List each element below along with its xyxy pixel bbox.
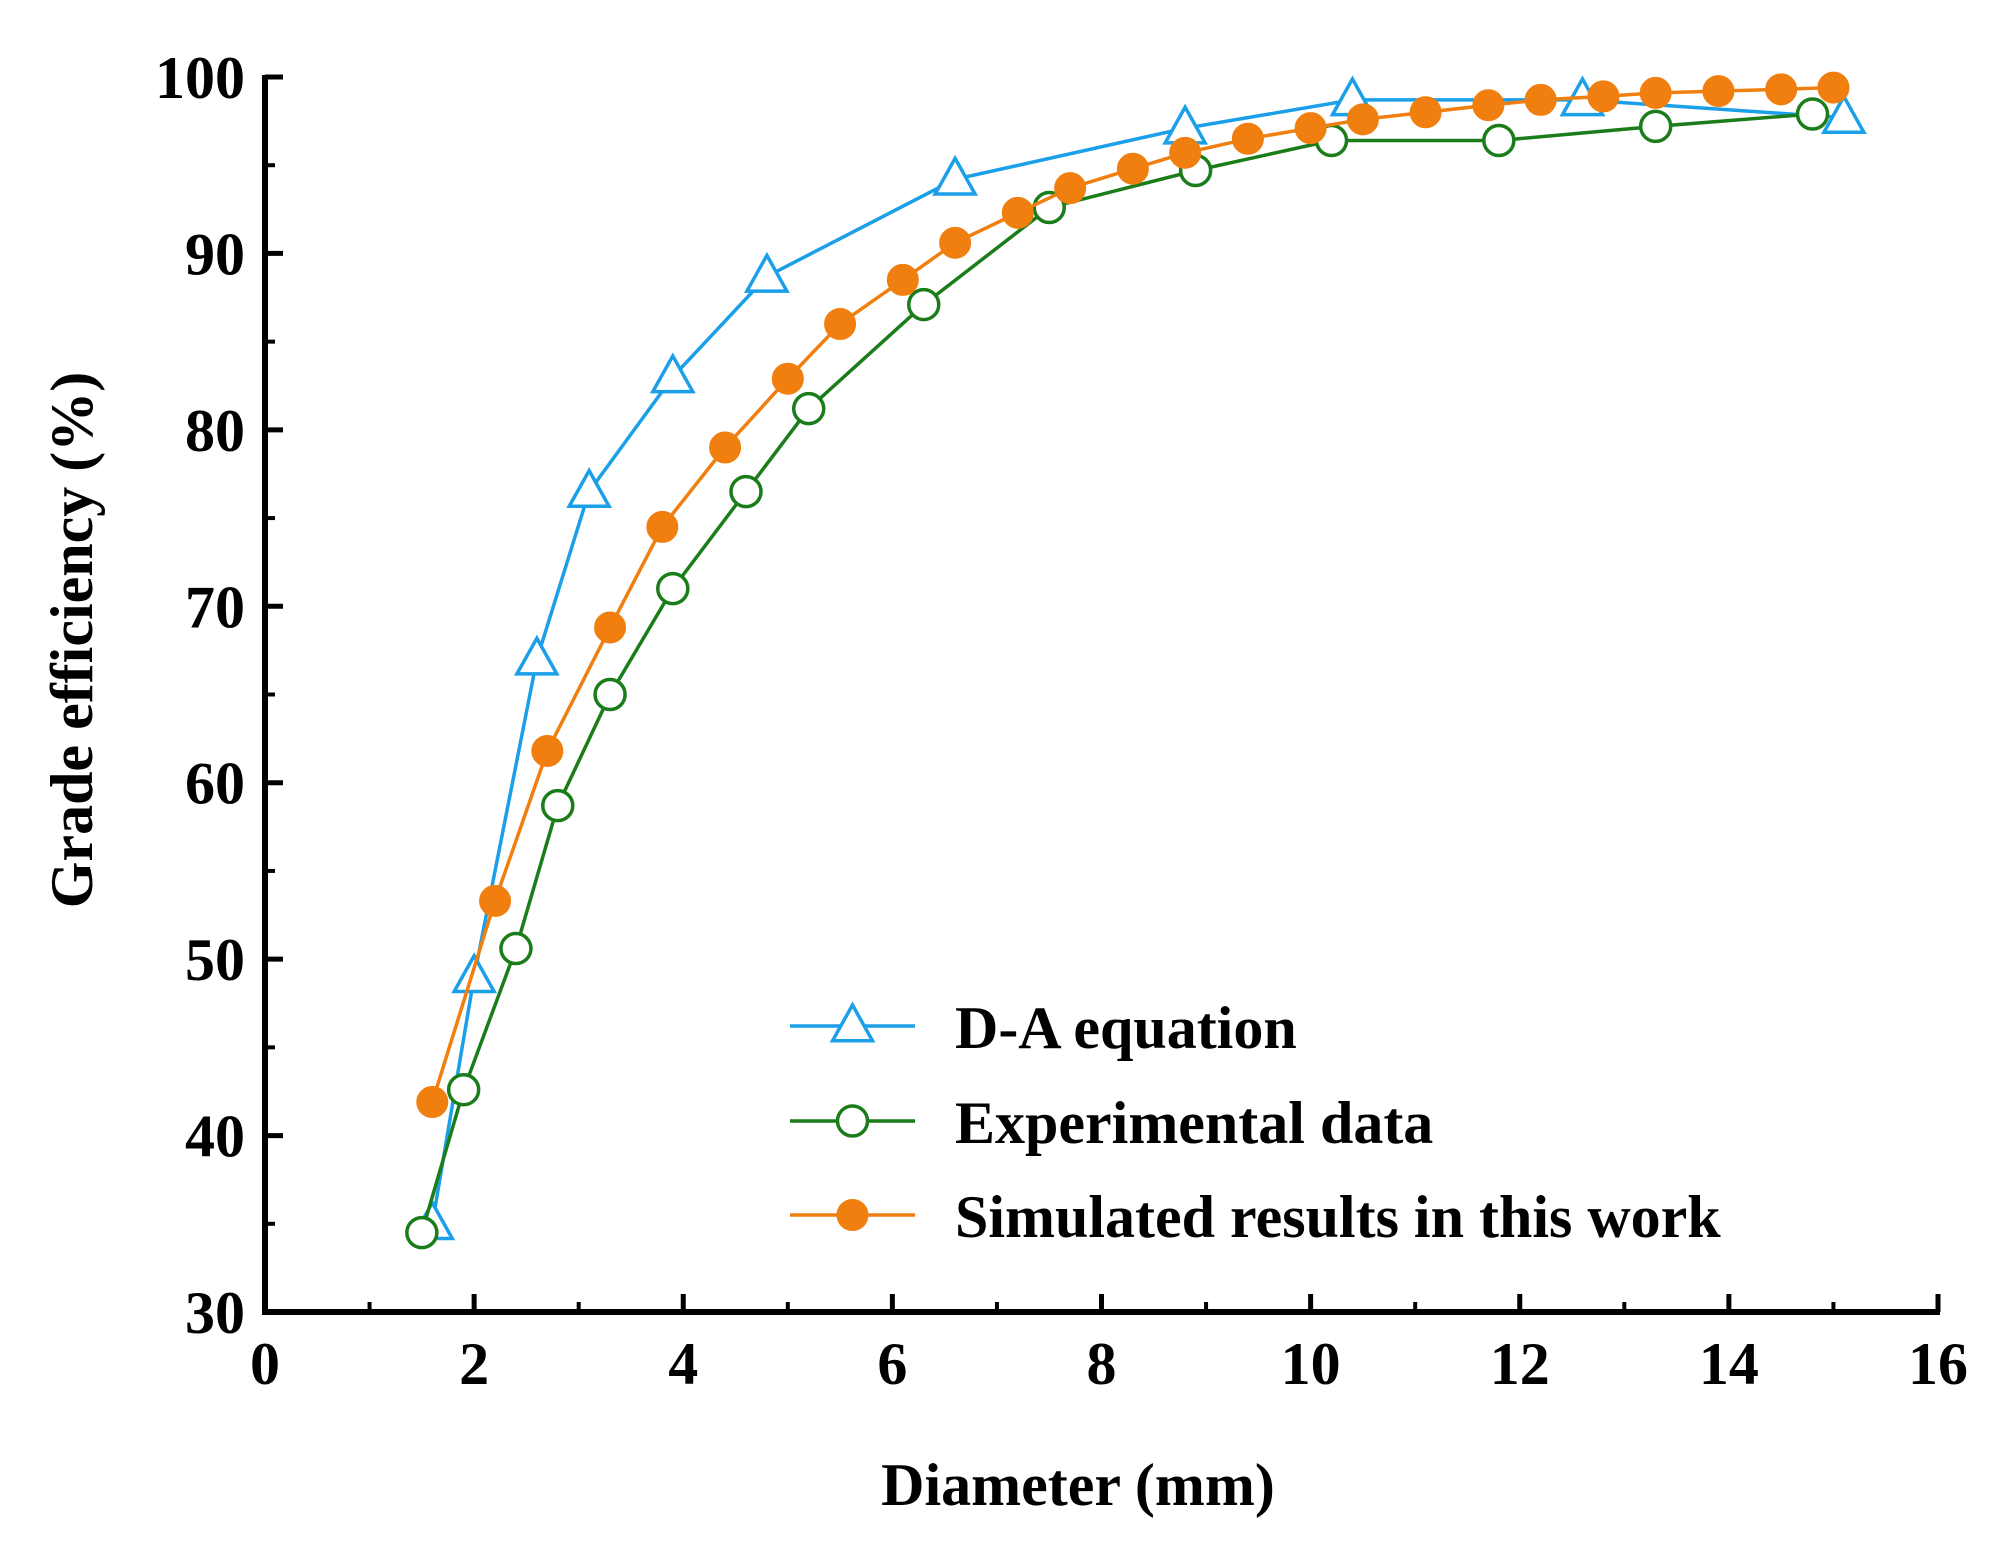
legend-marker bbox=[836, 1199, 869, 1231]
data-point bbox=[1817, 71, 1850, 104]
legend-item: D-A equation bbox=[790, 995, 1297, 1061]
data-point bbox=[1346, 103, 1379, 136]
data-point bbox=[1702, 75, 1735, 108]
data-point bbox=[771, 362, 804, 395]
data-point bbox=[1638, 109, 1673, 144]
y-tick-label: 90 bbox=[185, 221, 245, 287]
data-point bbox=[593, 677, 627, 712]
data-point bbox=[541, 788, 575, 823]
data-point bbox=[791, 391, 826, 426]
x-tick-label: 14 bbox=[1699, 1331, 1759, 1397]
x-tick-label: 2 bbox=[459, 1331, 489, 1397]
data-point bbox=[479, 884, 512, 917]
data-point bbox=[709, 431, 742, 464]
data-point bbox=[649, 352, 696, 394]
y-tick-label: 60 bbox=[185, 751, 245, 817]
x-tick-label: 8 bbox=[1087, 1331, 1117, 1397]
legend: D-A equation Experimental data Simulated r… bbox=[790, 995, 1721, 1250]
data-point bbox=[1054, 172, 1087, 205]
data-point bbox=[646, 510, 679, 543]
data-point bbox=[1795, 97, 1830, 131]
data-point bbox=[1765, 73, 1798, 106]
legend-item: Experimental data bbox=[790, 1090, 1433, 1156]
legend-label: Experimental data bbox=[955, 1090, 1433, 1156]
data-point bbox=[1472, 89, 1505, 122]
legend-item: Simulated results in this work bbox=[790, 1184, 1721, 1250]
y-tick-label: 40 bbox=[185, 1104, 245, 1170]
x-tick-label: 12 bbox=[1490, 1331, 1550, 1397]
data-point bbox=[531, 734, 564, 767]
data-point bbox=[1294, 112, 1327, 145]
x-tick-label: 0 bbox=[250, 1331, 280, 1397]
data-point bbox=[824, 308, 857, 340]
legend-marker bbox=[829, 1001, 876, 1043]
series-line bbox=[430, 85, 1834, 1103]
y-tick-label: 50 bbox=[185, 927, 245, 993]
axes: 0 2 4 6 8 10 12 14 16 30 40 50 60 70 80 90 100 bbox=[155, 45, 1968, 1397]
data-point bbox=[906, 287, 941, 322]
data-point bbox=[416, 1086, 449, 1119]
data-point bbox=[1482, 123, 1516, 158]
x-tick-label: 6 bbox=[877, 1331, 907, 1397]
x-tick-label: 10 bbox=[1281, 1331, 1341, 1397]
data-point bbox=[1169, 136, 1202, 169]
data-point bbox=[1231, 122, 1264, 155]
x-tick-label: 4 bbox=[668, 1331, 698, 1397]
data-point bbox=[729, 474, 763, 509]
data-point bbox=[656, 571, 690, 606]
y-axis-title: Grade efficiency (%) bbox=[39, 372, 105, 908]
series-2 bbox=[416, 71, 1850, 1119]
data-point bbox=[446, 1072, 481, 1107]
series-1 bbox=[405, 97, 1830, 1250]
legend-label: Simulated results in this work bbox=[955, 1184, 1721, 1250]
data-point bbox=[566, 467, 613, 509]
data-point bbox=[1639, 76, 1672, 109]
data-point bbox=[1820, 92, 1867, 135]
y-tick-label: 80 bbox=[185, 398, 245, 464]
series-line bbox=[420, 112, 1813, 1234]
data-point bbox=[499, 931, 533, 966]
data-point bbox=[886, 263, 919, 296]
data-point bbox=[743, 251, 790, 293]
data-point bbox=[513, 634, 560, 676]
legend-marker bbox=[835, 1104, 870, 1138]
data-point bbox=[1409, 96, 1442, 129]
data-point bbox=[939, 226, 972, 259]
y-tick-label: 70 bbox=[185, 574, 245, 640]
x-tick-label: 16 bbox=[1908, 1331, 1968, 1397]
x-axis-title: Diameter (mm) bbox=[881, 1452, 1275, 1518]
data-point bbox=[1587, 80, 1620, 113]
data-point bbox=[1116, 152, 1149, 185]
data-point bbox=[594, 611, 627, 644]
data-point bbox=[1001, 196, 1034, 229]
y-tick-label: 100 bbox=[155, 45, 245, 111]
series-layer bbox=[405, 71, 1867, 1250]
data-point bbox=[932, 154, 979, 196]
y-tick-label: 30 bbox=[185, 1280, 245, 1346]
data-point bbox=[405, 1215, 439, 1250]
legend-label: D-A equation bbox=[955, 995, 1297, 1061]
data-point bbox=[1524, 83, 1557, 116]
